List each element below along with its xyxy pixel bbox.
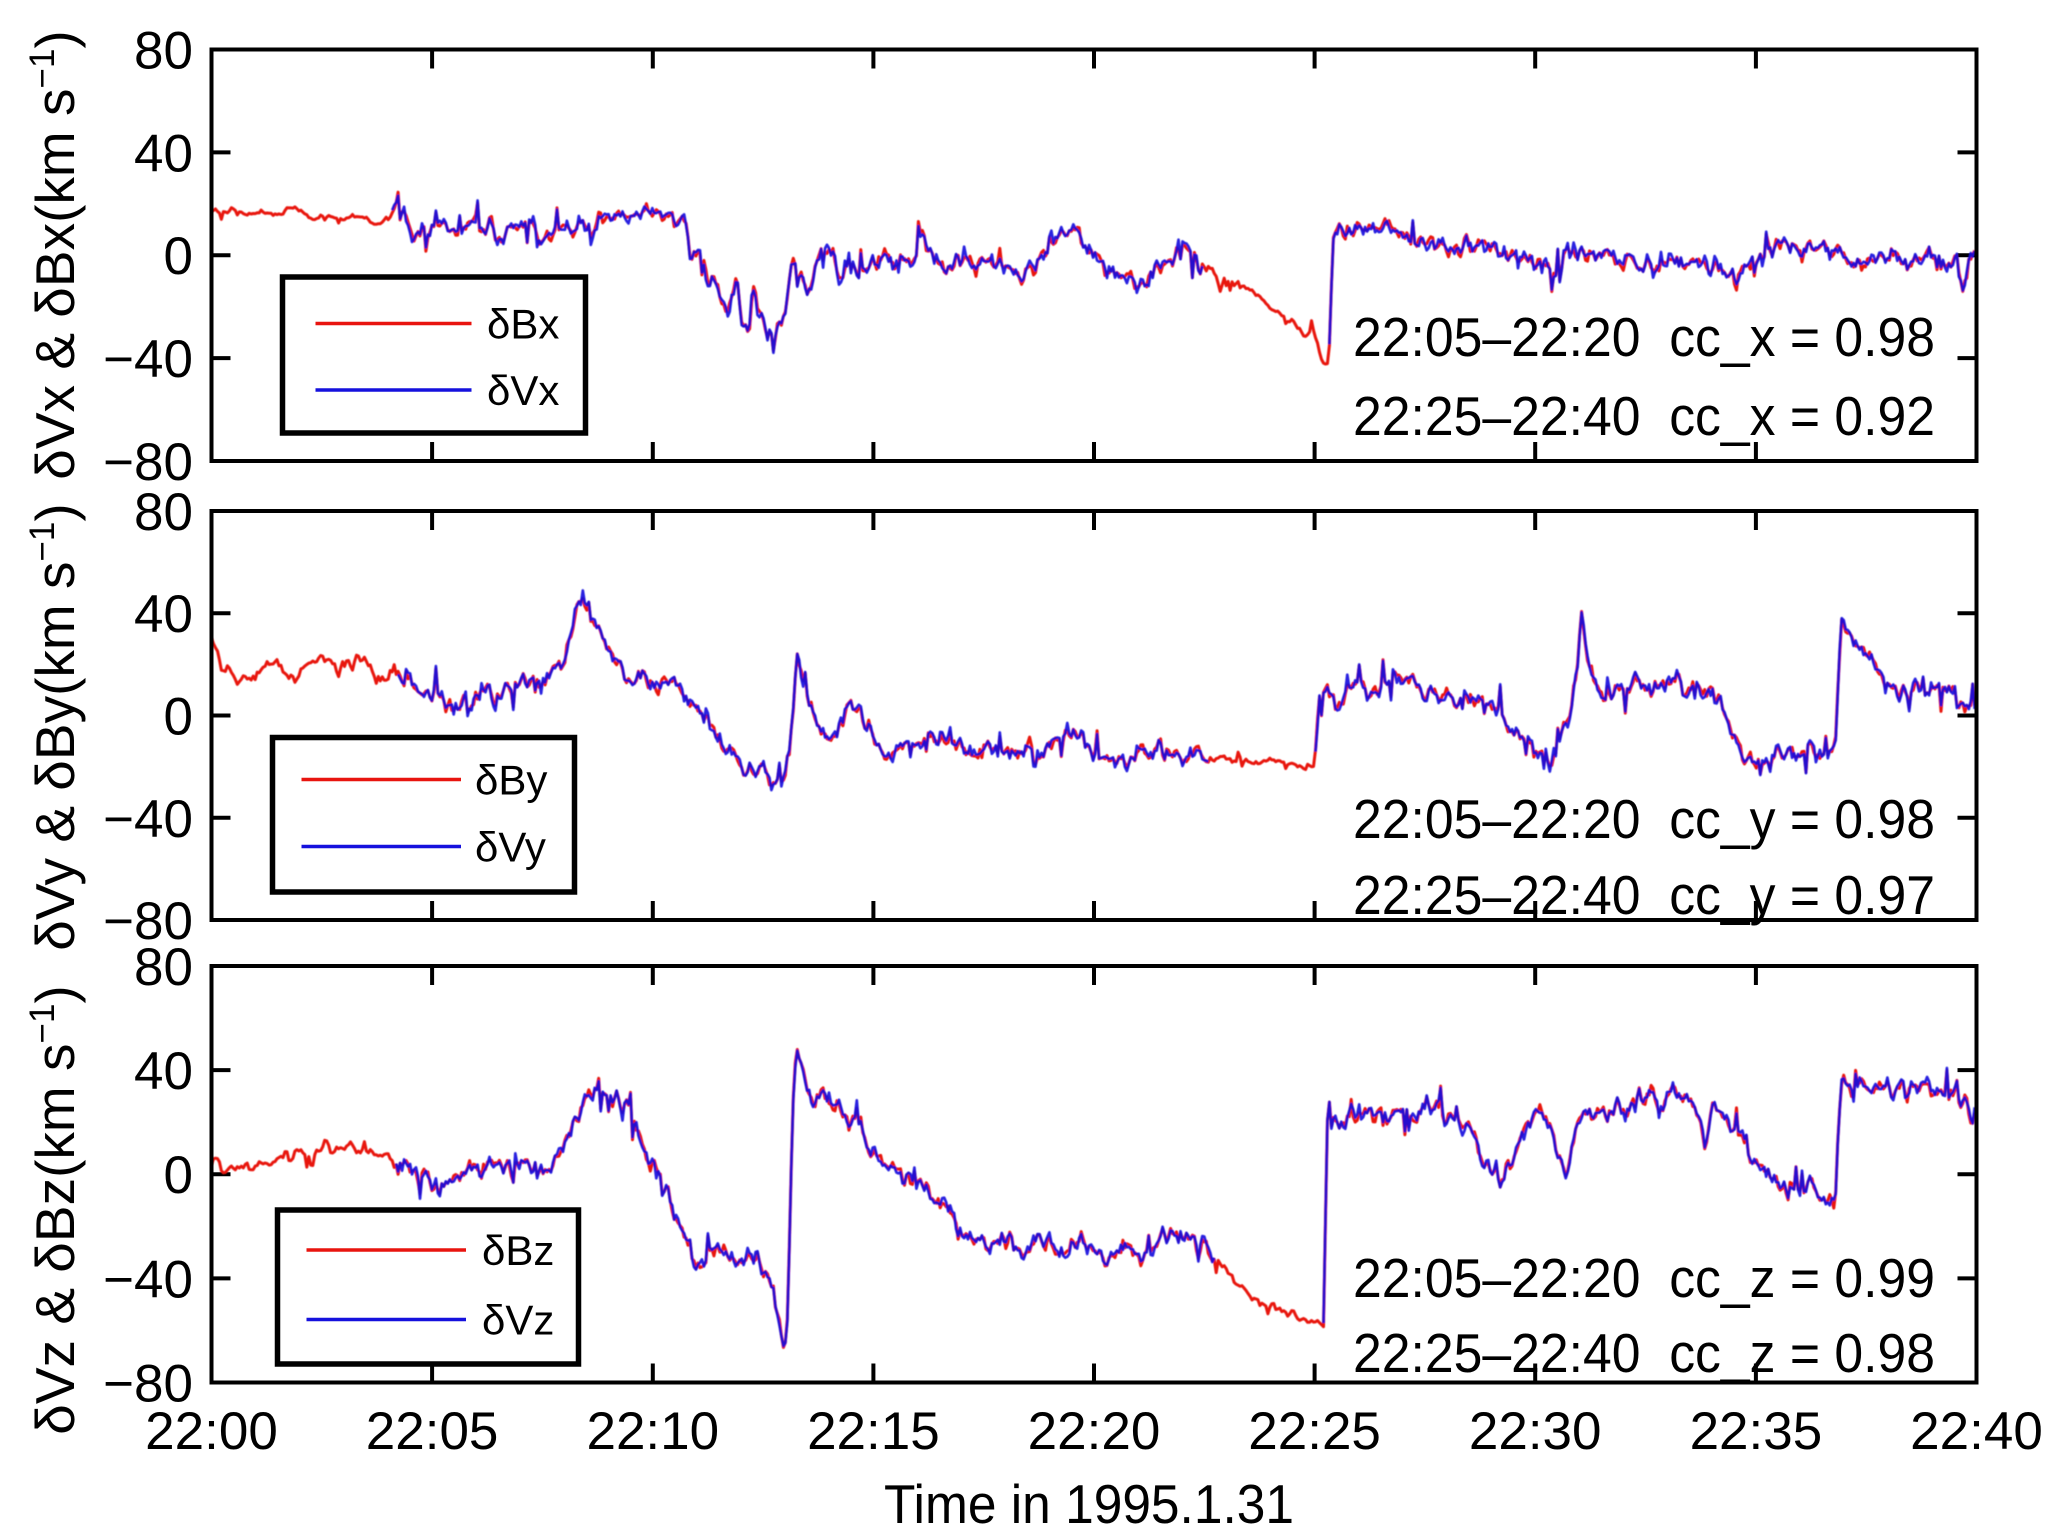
svg-text:22:00: 22:00 — [145, 1402, 278, 1461]
svg-text:22:15: 22:15 — [807, 1402, 940, 1461]
svg-text:0: 0 — [164, 227, 193, 286]
svg-text:δBx: δBx — [487, 301, 559, 348]
svg-text:40: 40 — [134, 585, 193, 644]
svg-text:40: 40 — [134, 124, 193, 183]
svg-text:80: 80 — [134, 22, 193, 81]
svg-text:80: 80 — [134, 483, 193, 542]
svg-text:22:25–22:40 cc_y = 0.97: 22:25–22:40 cc_y = 0.97 — [1353, 864, 1935, 926]
svg-text:22:05–22:20 cc_z = 0.99: 22:05–22:20 cc_z = 0.99 — [1353, 1247, 1935, 1309]
svg-text:−80: −80 — [103, 892, 193, 951]
svg-text:22:10: 22:10 — [586, 1402, 719, 1461]
svg-text:δBy: δBy — [475, 757, 547, 804]
svg-text:−40: −40 — [103, 330, 193, 389]
svg-text:0: 0 — [164, 1146, 193, 1205]
svg-text:δVx & δBx(km s−1): δVx & δBx(km s−1) — [23, 30, 86, 480]
svg-text:−80: −80 — [103, 1355, 193, 1414]
svg-text:22:30: 22:30 — [1469, 1402, 1602, 1461]
svg-text:22:25: 22:25 — [1248, 1402, 1381, 1461]
svg-text:δVy & δBy(km s−1): δVy & δBy(km s−1) — [23, 503, 86, 950]
svg-text:δVy: δVy — [475, 824, 546, 871]
svg-text:−80: −80 — [103, 433, 193, 492]
svg-text:0: 0 — [164, 688, 193, 747]
svg-text:22:25–22:40 cc_x = 0.92: 22:25–22:40 cc_x = 0.92 — [1353, 385, 1935, 447]
svg-text:Time in 1995.1.31: Time in 1995.1.31 — [884, 1473, 1294, 1535]
svg-text:40: 40 — [134, 1042, 193, 1101]
svg-text:22:05–22:20 cc_y = 0.98: 22:05–22:20 cc_y = 0.98 — [1353, 788, 1935, 850]
svg-text:22:05–22:20 cc_x = 0.98: 22:05–22:20 cc_x = 0.98 — [1353, 306, 1935, 368]
svg-text:22:40: 22:40 — [1910, 1402, 2043, 1461]
svg-text:22:20: 22:20 — [1028, 1402, 1161, 1461]
svg-text:−40: −40 — [103, 790, 193, 849]
svg-text:22:25–22:40 cc_z = 0.98: 22:25–22:40 cc_z = 0.98 — [1353, 1322, 1935, 1384]
svg-text:δVz: δVz — [482, 1297, 554, 1344]
svg-text:22:35: 22:35 — [1690, 1402, 1823, 1461]
svg-text:−40: −40 — [103, 1250, 193, 1309]
svg-text:δVx: δVx — [487, 367, 559, 414]
svg-text:22:05: 22:05 — [366, 1402, 499, 1461]
svg-text:δVz & δBz(km s−1): δVz & δBz(km s−1) — [23, 985, 86, 1435]
svg-text:80: 80 — [134, 938, 193, 997]
svg-text:δBz: δBz — [482, 1227, 554, 1274]
